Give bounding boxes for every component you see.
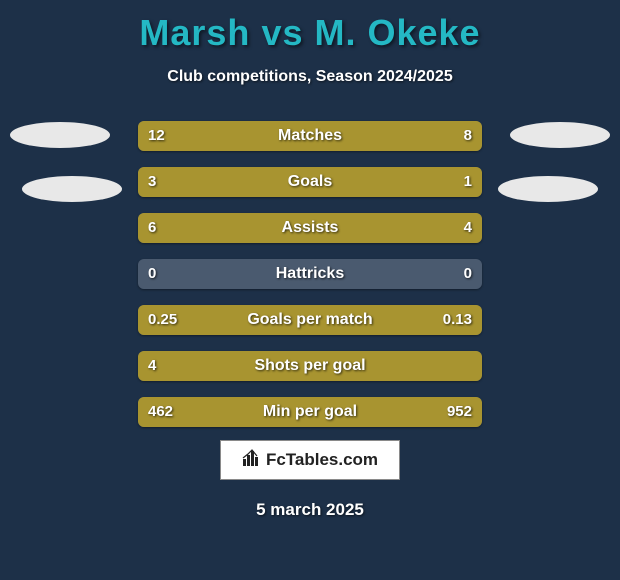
stat-row: 31Goals (138, 167, 482, 197)
stat-row: 00Hattricks (138, 259, 482, 289)
stat-label: Goals (138, 167, 482, 197)
stat-label: Assists (138, 213, 482, 243)
team-badge-right-1 (510, 122, 610, 148)
comparison-title: Marsh vs M. Okeke (0, 0, 620, 54)
stats-bars: 128Matches 31Goals 64Assists 00Hattricks 0.2… (138, 121, 482, 443)
stat-label: Goals per match (138, 305, 482, 335)
stat-label: Min per goal (138, 397, 482, 427)
stat-row: 4Shots per goal (138, 351, 482, 381)
team-badge-left-2 (22, 176, 122, 202)
chart-bars-icon (242, 449, 260, 472)
fctables-logo: FcTables.com (220, 440, 400, 480)
player-b-name: M. Okeke (315, 12, 481, 53)
team-badge-left-1 (10, 122, 110, 148)
stat-row: 462952Min per goal (138, 397, 482, 427)
player-a-name: Marsh (139, 12, 250, 53)
vs-separator: vs (261, 12, 303, 53)
stat-row: 0.250.13Goals per match (138, 305, 482, 335)
stat-label: Shots per goal (138, 351, 482, 381)
stat-row: 64Assists (138, 213, 482, 243)
team-badge-right-2 (498, 176, 598, 202)
logo-text: FcTables.com (266, 450, 378, 470)
stat-label: Hattricks (138, 259, 482, 289)
subtitle: Club competitions, Season 2024/2025 (0, 68, 620, 86)
stat-row: 128Matches (138, 121, 482, 151)
snapshot-date: 5 march 2025 (0, 500, 620, 520)
stat-label: Matches (138, 121, 482, 151)
